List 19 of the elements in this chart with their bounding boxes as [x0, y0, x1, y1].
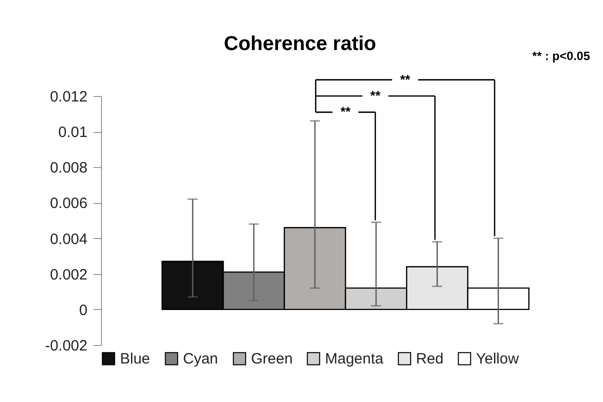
legend-label: Cyan — [183, 350, 218, 368]
legend-label: Yellow — [476, 350, 519, 368]
legend-label: Green — [251, 350, 293, 368]
text: ** : p<0.05 — [532, 49, 590, 63]
y-tick-label: 0.008 — [50, 160, 88, 177]
y-tick-label: 0.01 — [58, 124, 88, 142]
annotation: ** — [370, 88, 382, 103]
y-tick-label: 0.004 — [50, 230, 88, 248]
annotation: ** — [340, 104, 352, 120]
legend-label: Magenta — [325, 350, 384, 368]
y-tick-label: 0.002 — [50, 266, 88, 284]
y-tick-label: 0.006 — [50, 195, 88, 212]
legend-label: Blue — [120, 350, 150, 368]
y-tick-label: 0 — [79, 302, 88, 319]
chart-title: Coherence ratio — [224, 33, 376, 55]
y-tick-label: 0.012 — [50, 88, 88, 106]
y-tick-label: -0.002 — [44, 338, 88, 354]
legend-label: Red — [416, 350, 444, 368]
text: ** — [400, 72, 412, 87]
